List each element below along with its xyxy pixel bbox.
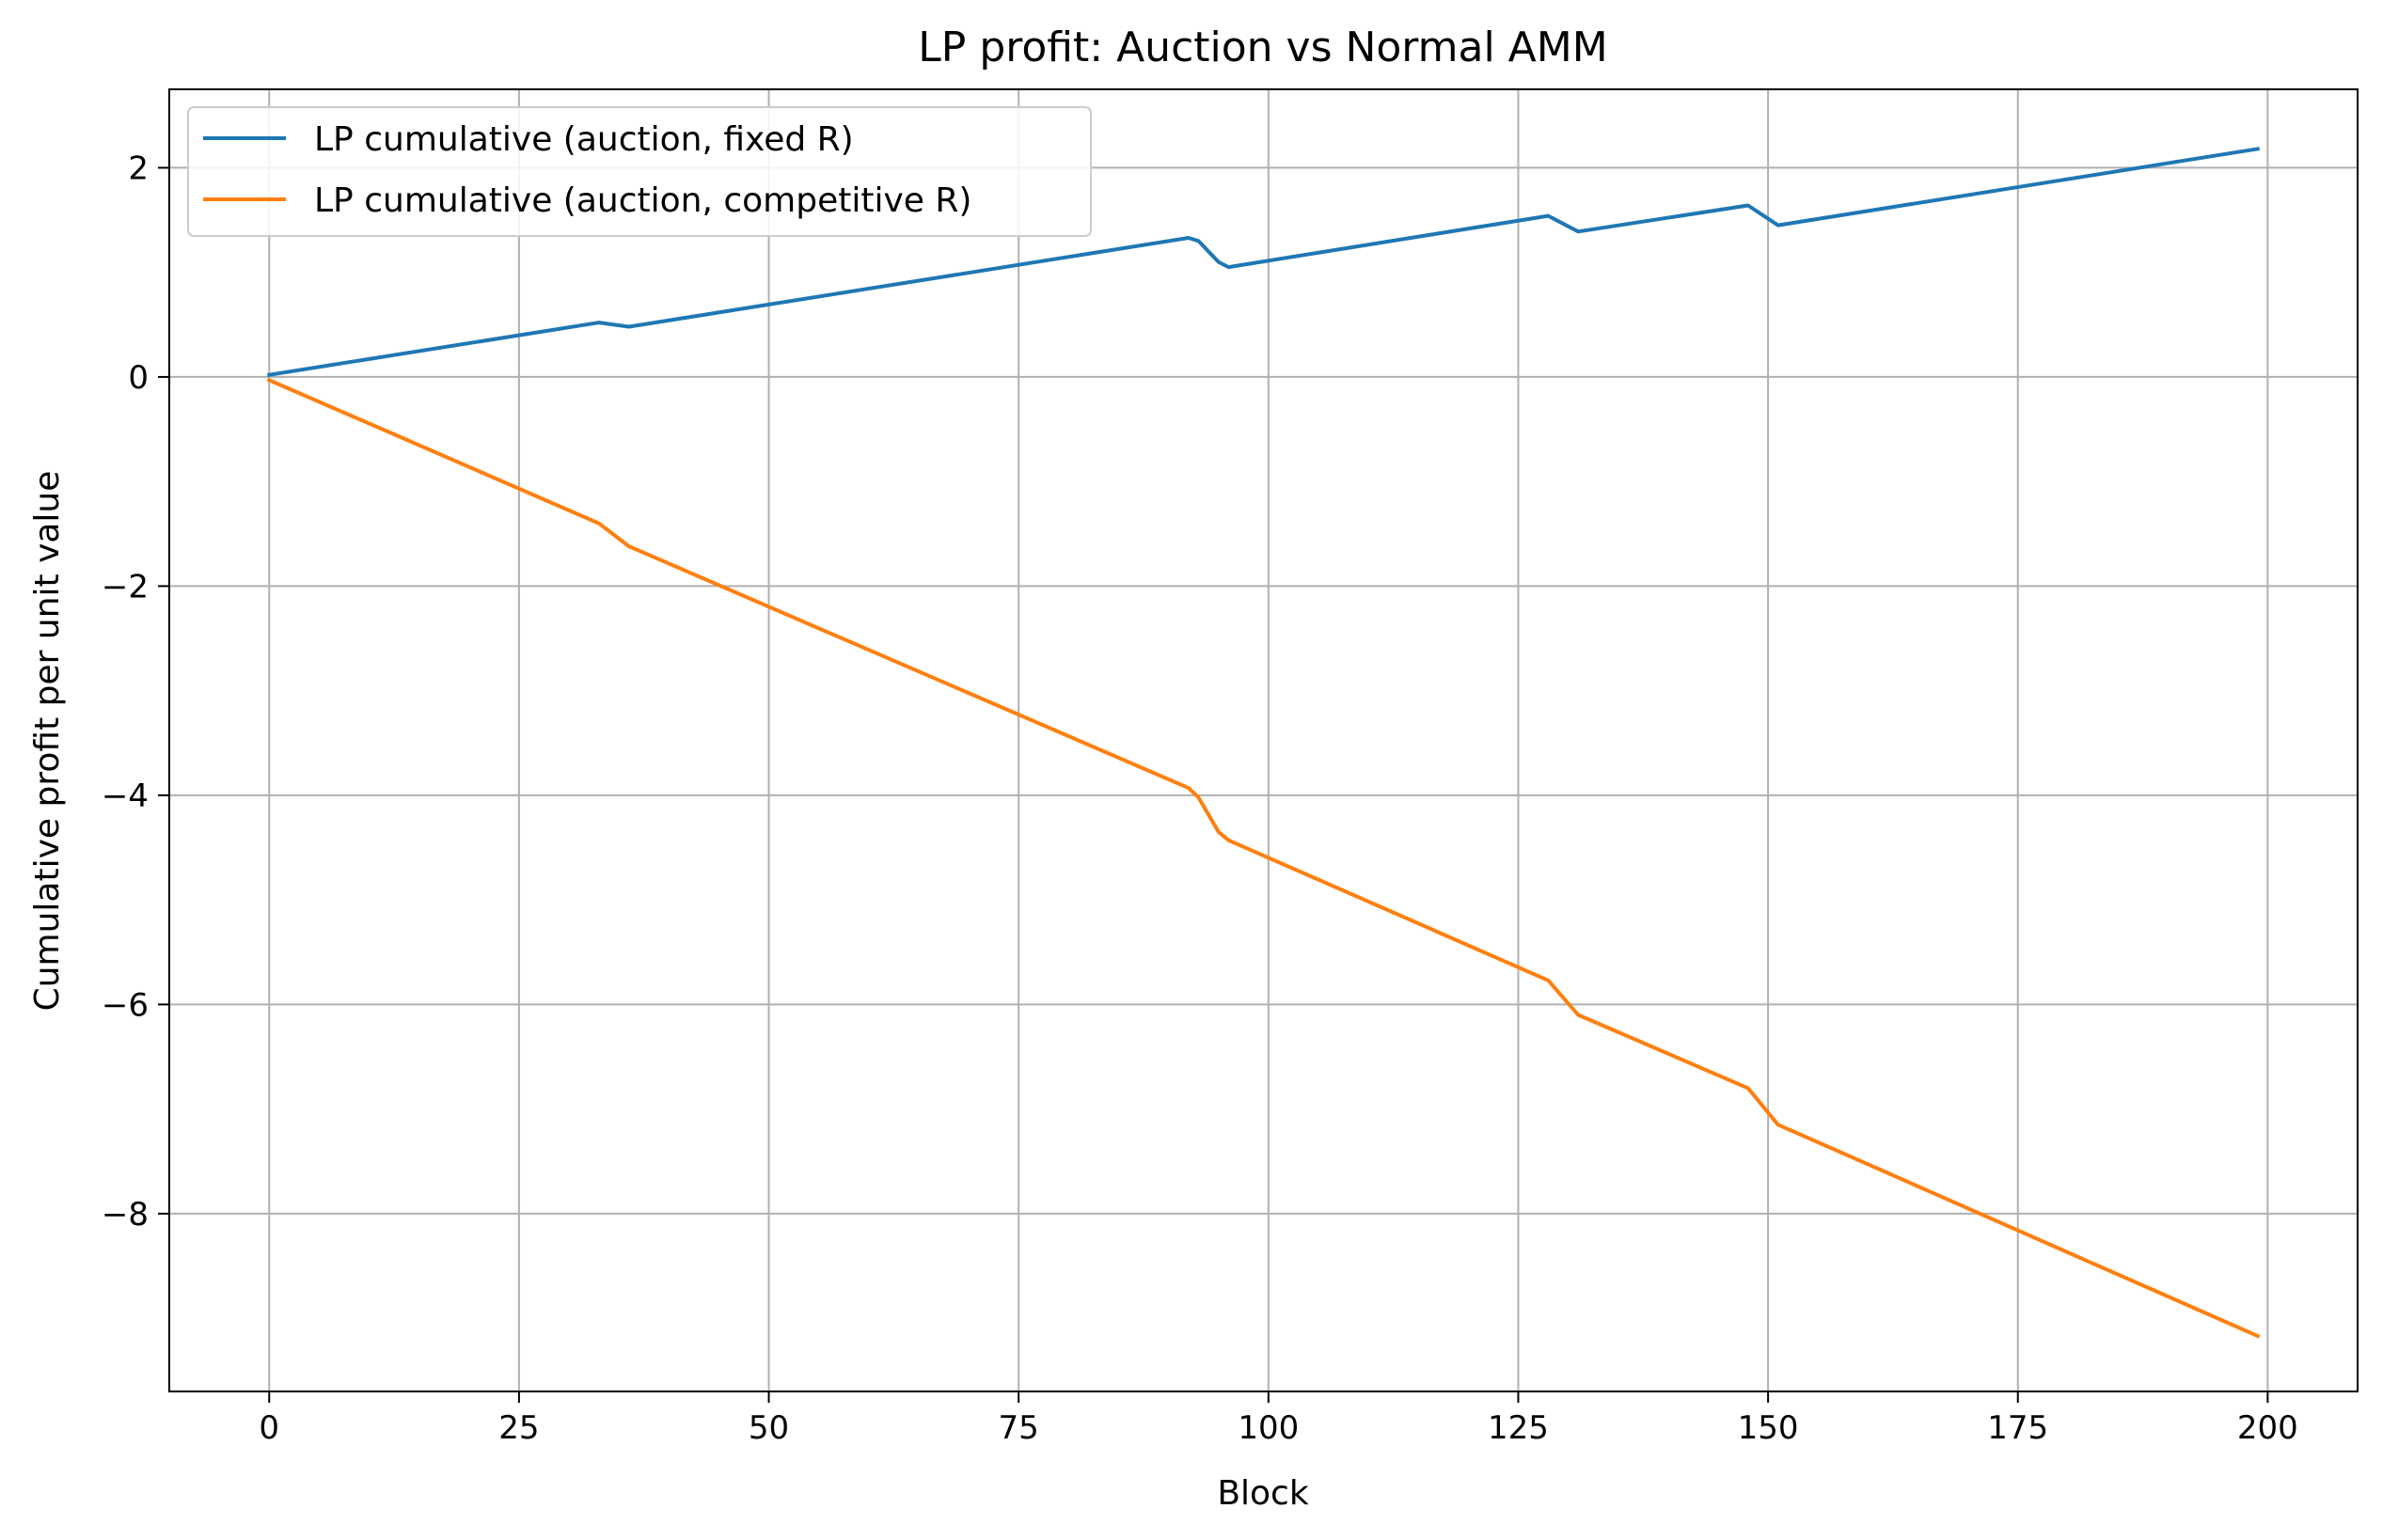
y-tick-label: 0 — [128, 359, 149, 397]
series-line-0 — [267, 147, 2260, 377]
y-tick-label: 2 — [128, 149, 149, 187]
x-tick-label: 150 — [1738, 1409, 1799, 1447]
series-line-1 — [266, 377, 2261, 1339]
legend-label-competitive: LP cumulative (auction, competitive R) — [314, 181, 971, 220]
y-tick-label: −6 — [102, 986, 149, 1024]
x-tick-label: 75 — [999, 1409, 1039, 1447]
x-tick-label: 125 — [1488, 1409, 1549, 1447]
x-tick-label: 175 — [1987, 1409, 2048, 1447]
y-tick-label: −2 — [102, 568, 149, 605]
x-tick-label: 50 — [749, 1409, 789, 1447]
y-tick-label: −4 — [102, 778, 149, 815]
y-tick-label: −8 — [102, 1196, 149, 1234]
legend-label-fixed: LP cumulative (auction, fixed R) — [314, 120, 854, 159]
x-tick-label: 25 — [498, 1409, 539, 1447]
ticks: 0 25 50 75 100 125 150 175 200 2 0 −2 −4 −6 −8 — [102, 149, 2298, 1447]
plot-frame — [168, 88, 2359, 1392]
legend: LP cumulative (auction, fixed R) LP cumu… — [187, 106, 1092, 237]
x-tick-label: 200 — [2237, 1409, 2298, 1447]
legend-box — [187, 106, 1092, 237]
x-tick-label: 0 — [259, 1409, 279, 1447]
chart-title: LP profit: Auction vs Normal AMM — [918, 24, 1607, 71]
series-layer — [266, 147, 2261, 1339]
y-axis-label: Cumulative profit per unit value — [28, 471, 67, 1012]
x-axis-label: Block — [1217, 1474, 1309, 1513]
x-tick-label: 100 — [1238, 1409, 1299, 1447]
